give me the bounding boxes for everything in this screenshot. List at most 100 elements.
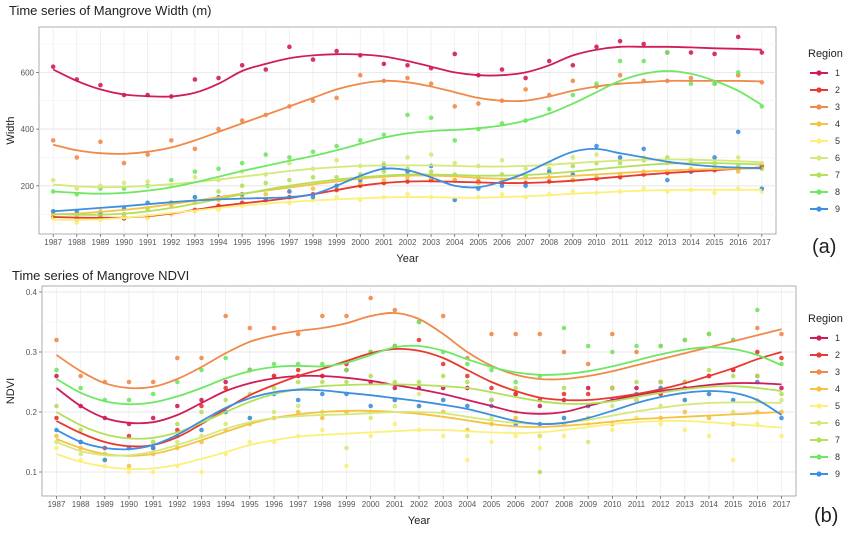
trend-line-region-2 <box>56 348 782 448</box>
legend-swatch-point <box>816 87 822 93</box>
data-point-region-7 <box>150 439 156 445</box>
data-point-region-5 <box>320 427 325 433</box>
data-point-region-1 <box>334 48 339 54</box>
x-tick-label: 1989 <box>92 238 110 247</box>
legend-label: 7 <box>835 435 840 445</box>
data-point-region-1 <box>239 62 245 68</box>
legend-swatch-point <box>816 437 822 443</box>
data-point-region-1 <box>98 82 103 88</box>
data-point-region-3 <box>98 139 103 145</box>
legend-title: Region <box>808 48 843 60</box>
data-point-region-2 <box>54 415 59 421</box>
x-tick-label: 2010 <box>603 500 621 509</box>
data-point-region-2 <box>223 385 228 391</box>
data-point-region-1 <box>617 38 623 44</box>
legend-label: 2 <box>835 350 840 360</box>
y-tick-label: 200 <box>21 182 35 191</box>
x-tick-label: 2017 <box>753 238 771 247</box>
legend-label: 3 <box>835 367 840 377</box>
data-point-region-4 <box>295 409 301 415</box>
data-point-region-1 <box>499 67 505 72</box>
width-chart-panel: 1987 1988 1989 1990 1991 1992 1993 1994 1995 1996… <box>5 3 843 265</box>
data-point-region-8 <box>489 367 494 373</box>
data-point-region-7 <box>287 177 292 183</box>
data-point-region-3 <box>392 307 398 313</box>
data-point-region-5 <box>706 433 712 439</box>
legend-swatch-point <box>816 403 822 409</box>
legend-label: 8 <box>835 187 840 197</box>
data-point-region-5 <box>126 469 132 475</box>
data-point-region-3 <box>310 98 316 104</box>
legend-swatch-point <box>816 155 822 161</box>
data-point-region-3 <box>175 355 180 361</box>
data-point-region-1 <box>634 385 639 391</box>
data-point-region-5 <box>145 216 150 221</box>
data-point-region-9 <box>310 194 316 200</box>
data-point-region-6 <box>344 445 349 451</box>
data-point-region-4 <box>682 409 688 415</box>
legend-swatch-point <box>816 70 822 76</box>
x-tick-label: 2003 <box>434 500 452 509</box>
data-point-region-5 <box>334 194 339 200</box>
data-point-region-8 <box>594 81 599 87</box>
data-point-region-6 <box>175 439 180 445</box>
data-point-region-9 <box>735 129 741 135</box>
data-point-region-6 <box>465 433 470 439</box>
data-point-region-7 <box>263 180 269 186</box>
data-point-region-8 <box>634 343 639 349</box>
x-tick-label: 2014 <box>682 238 700 247</box>
data-point-region-3 <box>320 313 325 319</box>
data-point-region-1 <box>452 51 458 57</box>
data-point-region-6 <box>145 179 150 184</box>
data-point-region-7 <box>175 421 180 427</box>
x-tick-label: 1996 <box>257 238 275 247</box>
data-point-region-3 <box>755 325 760 331</box>
data-point-region-1 <box>585 385 591 391</box>
data-point-region-1 <box>287 44 292 50</box>
data-point-region-8 <box>54 367 59 373</box>
data-point-region-6 <box>585 439 591 445</box>
data-point-region-3 <box>610 331 615 337</box>
data-point-region-1 <box>641 41 647 47</box>
data-point-region-8 <box>50 189 56 194</box>
data-point-region-2 <box>779 355 784 361</box>
data-point-region-8 <box>287 155 292 160</box>
trend-line-region-8 <box>56 344 782 406</box>
x-tick-label: 2001 <box>386 500 404 509</box>
data-point-region-3 <box>150 379 156 385</box>
panel-label: (b) <box>814 505 838 527</box>
legend-swatch-point <box>816 369 822 375</box>
data-point-region-3 <box>223 313 228 319</box>
trend-line-region-9 <box>56 388 782 451</box>
data-point-region-9 <box>440 397 446 403</box>
data-point-region-5 <box>489 439 494 445</box>
data-point-region-5 <box>658 421 663 427</box>
data-point-region-6 <box>121 180 127 186</box>
data-point-region-6 <box>334 157 339 163</box>
chart-title: Time series of Mangrove NDVI <box>12 268 189 283</box>
data-point-region-3 <box>561 349 567 355</box>
x-tick-label: 1993 <box>193 500 211 509</box>
data-point-region-3 <box>428 81 434 87</box>
x-tick-label: 2011 <box>611 238 629 247</box>
legend-label: 1 <box>835 333 840 343</box>
data-point-region-5 <box>368 433 373 439</box>
trend-line-region-8 <box>53 70 763 195</box>
x-tick-label: 2001 <box>375 238 393 247</box>
data-point-region-3 <box>192 146 198 152</box>
data-point-region-3 <box>121 160 127 166</box>
data-point-region-8 <box>585 343 591 349</box>
x-tick-label: 2015 <box>706 238 724 247</box>
data-point-region-7 <box>561 385 567 391</box>
data-point-region-5 <box>74 220 80 225</box>
data-point-region-3 <box>50 138 56 143</box>
x-tick-label: 1992 <box>162 238 180 247</box>
data-point-region-7 <box>634 379 639 385</box>
data-point-region-9 <box>368 403 373 409</box>
data-point-region-3 <box>368 295 373 301</box>
x-tick-label: 2013 <box>658 238 676 247</box>
data-point-region-7 <box>392 379 398 385</box>
trend-line-region-6 <box>56 401 782 457</box>
data-point-region-8 <box>223 355 228 361</box>
